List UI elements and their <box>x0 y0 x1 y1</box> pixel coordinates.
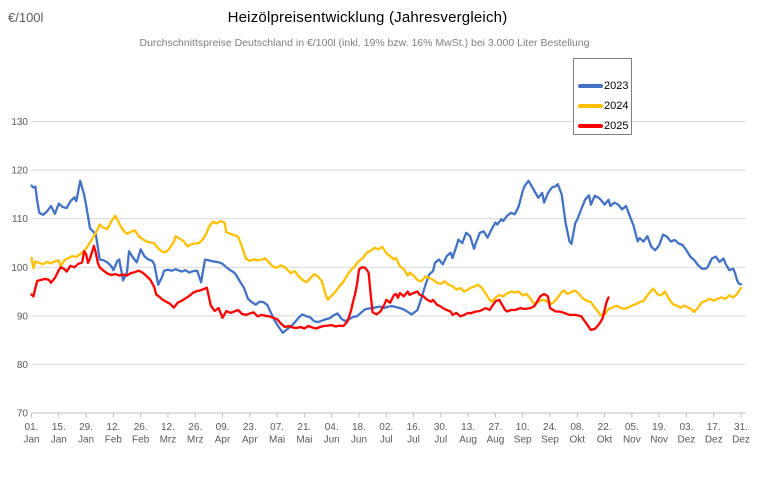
legend-label-2024: 2024 <box>604 100 629 112</box>
y-tick-label: 110 <box>12 214 28 225</box>
y-tick-label: 70 <box>17 409 29 420</box>
x-tick-label: 09. Apr <box>215 422 231 446</box>
x-axis-tick-marks <box>31 413 742 418</box>
y-axis-labels: 70 80 90 100 110 120 130 <box>11 117 28 420</box>
legend-item-2023: 2023 <box>578 80 629 92</box>
series-line-2025 <box>30 244 610 332</box>
x-tick-label: 03. Dez <box>678 422 696 446</box>
x-tick-label: 18. Jun <box>351 422 367 446</box>
x-tick-label: 01. Jan <box>23 422 39 446</box>
legend: 2023 2024 2025 <box>573 58 632 135</box>
x-tick-label: 15. Jan <box>51 422 67 446</box>
legend-line-swatch-2024 <box>578 104 603 108</box>
legend-label-2023: 2023 <box>604 80 629 92</box>
x-tick-label: 26. Mrz <box>187 422 204 446</box>
x-tick-label: 29. Jan <box>78 422 94 446</box>
x-tick-label: 07. Mai <box>269 422 285 446</box>
legend-item-2024: 2024 <box>578 100 629 112</box>
y-tick-label: 90 <box>17 311 29 322</box>
y-tick-label: 120 <box>11 166 28 177</box>
x-tick-label: 30. Jul <box>434 422 448 446</box>
y-axis-unit-label: €/100l <box>8 10 44 25</box>
x-tick-label: 21. Mai <box>296 422 312 446</box>
legend-line-swatch-2025 <box>578 124 603 128</box>
x-tick-label: 26. Feb <box>132 422 150 446</box>
x-tick-label: 12. Mrz <box>160 422 177 446</box>
x-tick-label: 13. Aug <box>459 422 477 446</box>
x-tick-label: 04. Jun <box>324 422 340 446</box>
x-tick-label: 22. Okt <box>597 422 613 446</box>
x-tick-label: 02. Jul <box>379 422 393 446</box>
x-tick-label: 19. Nov <box>650 422 668 446</box>
x-tick-label: 16. Jul <box>407 422 421 446</box>
x-tick-label: 24. Sep <box>541 422 559 446</box>
x-tick-label: 08. Okt <box>569 422 585 446</box>
legend-label-2025: 2025 <box>604 120 629 132</box>
legend-line-swatch-2023 <box>578 84 603 88</box>
x-tick-label: 27. Aug <box>487 422 505 446</box>
y-gridlines <box>31 121 746 365</box>
x-axis-labels: 01. Jan 15. Jan 29. Jan 12. Feb 26. Feb 12. Mrz 26. M… <box>23 422 749 446</box>
chart-subtitle: Durchschnittspreise Deutschland in €/100… <box>139 37 590 49</box>
x-tick-label: 23. Apr <box>242 422 258 446</box>
y-tick-label: 130 <box>11 117 28 128</box>
y-tick-label: 100 <box>11 263 28 274</box>
x-tick-label: 17. Dez <box>705 422 723 446</box>
chart-title: Heizölpreisentwicklung (Jahresvergleich) <box>227 9 508 26</box>
series-line-2023 <box>30 179 743 334</box>
x-tick-label: 12. Feb <box>105 422 123 446</box>
x-tick-label: 31. Dez <box>732 422 750 446</box>
series-line-2024 <box>30 214 743 317</box>
y-tick-label: 80 <box>17 360 29 371</box>
legend-item-2025: 2025 <box>578 120 629 132</box>
x-tick-label: 10. Sep <box>514 422 532 446</box>
x-tick-label: 05. Nov <box>623 422 641 446</box>
